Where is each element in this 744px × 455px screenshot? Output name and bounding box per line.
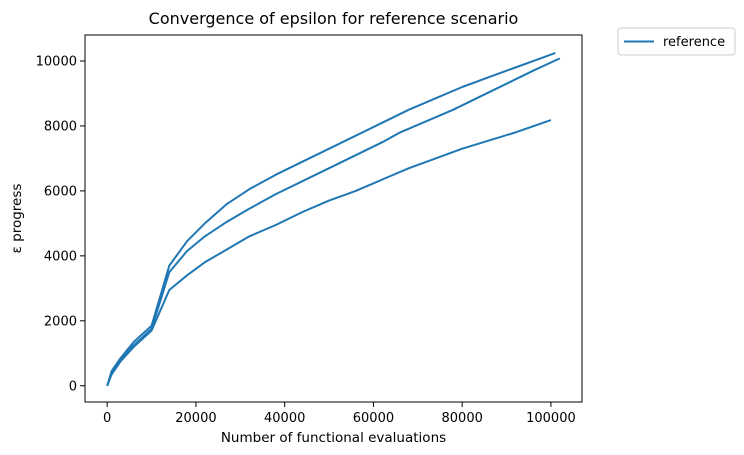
series-line-2 [106, 57, 561, 387]
x-tick-label: 100000 [526, 411, 576, 426]
x-axis-title: Number of functional evaluations [221, 430, 446, 446]
x-tick-label: 40000 [264, 411, 305, 426]
plot-frame [84, 34, 583, 403]
y-tick-label: 2000 [44, 314, 77, 329]
y-tick-label: 6000 [44, 184, 77, 199]
x-tick-label: 0 [103, 411, 111, 426]
x-axis: 0 20000 40000 60000 80000 100000 [103, 402, 576, 426]
series-line-3 [106, 119, 552, 387]
y-axis: 0 2000 4000 6000 8000 10000 [36, 54, 85, 394]
legend-box [617, 27, 736, 56]
series-line-1 [106, 51, 556, 387]
chart-title: Convergence of epsilon for reference sce… [149, 9, 519, 28]
y-tick-label: 4000 [44, 249, 77, 264]
legend-label-reference: reference [663, 35, 725, 50]
x-tick-label: 20000 [175, 411, 216, 426]
x-tick-label: 60000 [353, 411, 394, 426]
legend: reference [617, 27, 736, 56]
x-tick-label: 80000 [442, 411, 483, 426]
y-tick-label: 10000 [36, 54, 77, 69]
y-tick-label: 8000 [44, 119, 77, 134]
plot-lines [106, 51, 561, 387]
y-tick-label: 0 [69, 379, 77, 394]
y-axis-title: ε progress [9, 184, 25, 254]
